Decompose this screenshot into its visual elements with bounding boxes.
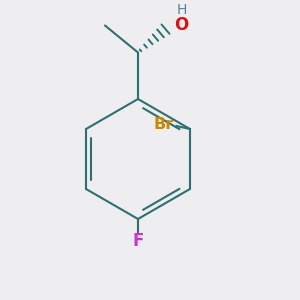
Text: F: F — [132, 232, 144, 250]
Text: Br: Br — [153, 117, 174, 132]
Text: O: O — [174, 16, 189, 34]
Text: H: H — [177, 3, 187, 17]
